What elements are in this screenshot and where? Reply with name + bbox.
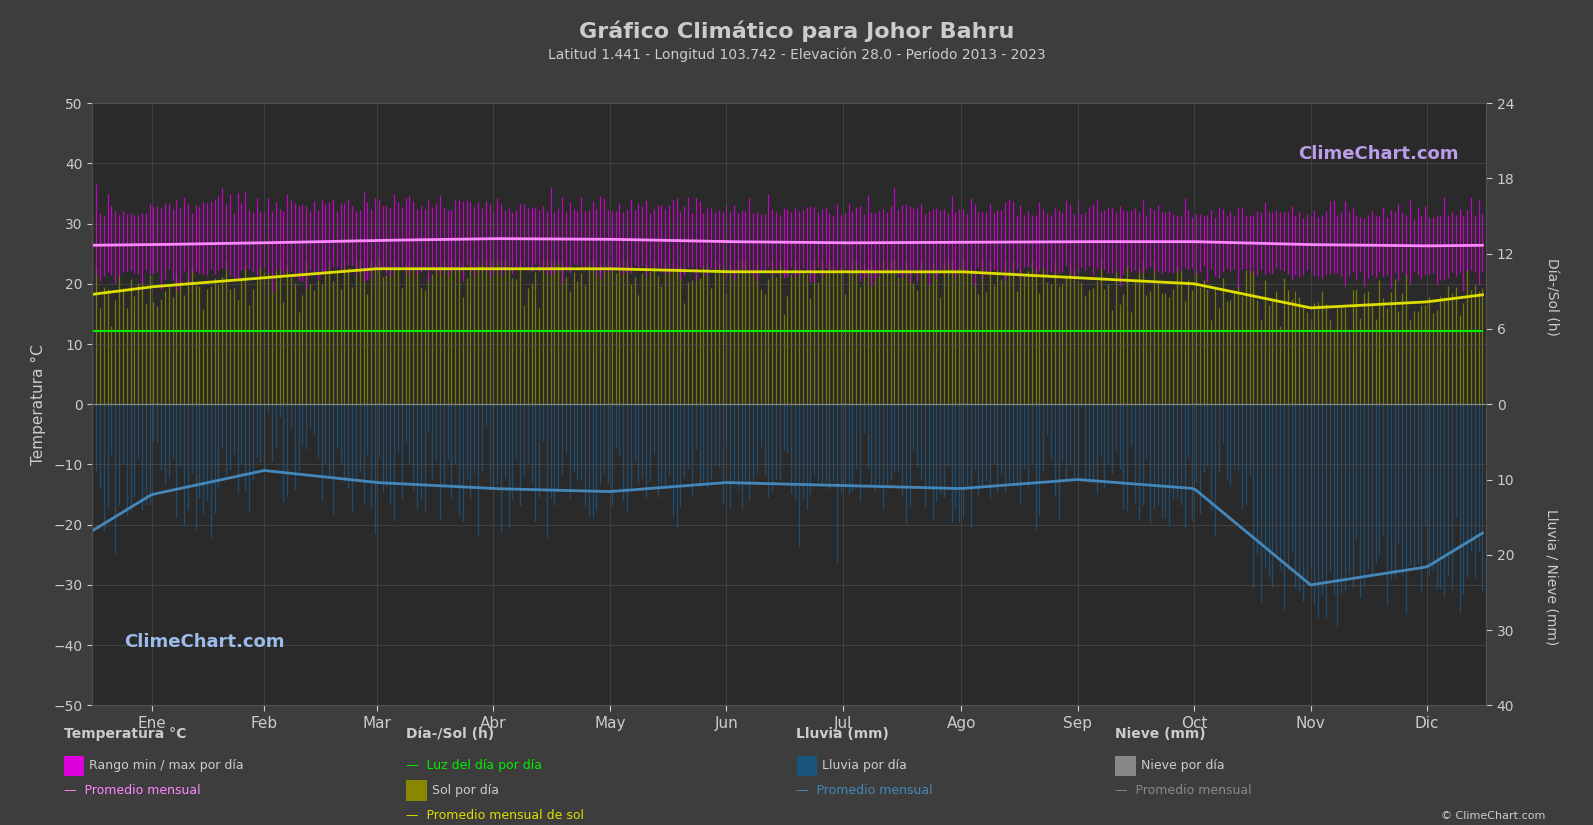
Text: Día-/Sol (h): Día-/Sol (h) <box>1545 258 1558 336</box>
Text: Lluvia por día: Lluvia por día <box>822 759 906 772</box>
Text: Sol por día: Sol por día <box>432 784 499 797</box>
Text: Nieve (mm): Nieve (mm) <box>1115 728 1206 742</box>
Text: Temperatura °C: Temperatura °C <box>64 728 186 742</box>
Text: ClimeChart.com: ClimeChart.com <box>1298 145 1459 163</box>
Text: —  Luz del día por día: — Luz del día por día <box>406 759 542 772</box>
Text: ClimeChart.com: ClimeChart.com <box>124 633 284 651</box>
Text: —  Promedio mensual: — Promedio mensual <box>64 784 201 797</box>
Text: Gráfico Climático para Johor Bahru: Gráfico Climático para Johor Bahru <box>578 21 1015 42</box>
Text: Lluvia / Nieve (mm): Lluvia / Nieve (mm) <box>1545 509 1558 646</box>
Text: —  Promedio mensual: — Promedio mensual <box>1115 784 1252 797</box>
Text: Lluvia (mm): Lluvia (mm) <box>796 728 889 742</box>
Text: Rango min / max por día: Rango min / max por día <box>89 759 244 772</box>
Text: —  Promedio mensual de sol: — Promedio mensual de sol <box>406 808 585 822</box>
Text: —  Promedio mensual: — Promedio mensual <box>796 784 933 797</box>
Text: Día-/Sol (h): Día-/Sol (h) <box>406 728 494 742</box>
Y-axis label: Temperatura °C: Temperatura °C <box>32 344 46 464</box>
Text: © ClimeChart.com: © ClimeChart.com <box>1440 811 1545 821</box>
Text: Latitud 1.441 - Longitud 103.742 - Elevación 28.0 - Período 2013 - 2023: Latitud 1.441 - Longitud 103.742 - Eleva… <box>548 47 1045 62</box>
Text: Nieve por día: Nieve por día <box>1141 759 1223 772</box>
